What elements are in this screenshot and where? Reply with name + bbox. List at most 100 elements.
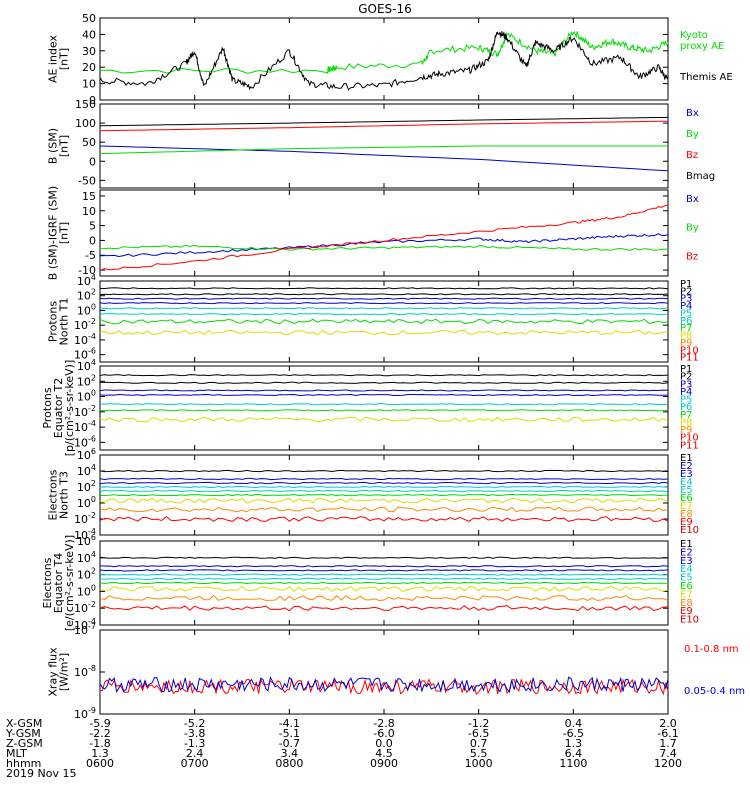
y-tick-label: 10: [82, 205, 96, 218]
x-axis-row-value: -4.1: [279, 717, 300, 730]
series-line-by: [99, 145, 668, 155]
x-axis-row-value: 6.4: [565, 747, 583, 760]
y-tick-label: 10-2: [74, 404, 96, 419]
y-tick-label: 102: [77, 288, 96, 303]
series-line-e5: [99, 577, 669, 580]
series-line-e7: [99, 497, 669, 504]
legend-kyoto-proxy-ae: Kyoto: [680, 30, 708, 41]
x-axis-row-value: 3.4: [281, 747, 299, 760]
series-line-e7: [99, 585, 669, 592]
series-line-p7: [99, 416, 669, 423]
x-axis-row-value: 0.7: [470, 737, 488, 750]
y-axis-label: North T1: [58, 298, 71, 346]
y-tick-label: 10-2: [74, 511, 96, 526]
legend-xray-0: 0.1-0.8 nm: [684, 644, 739, 655]
y-tick-label: 104: [77, 463, 96, 478]
legend-p1: P1: [680, 279, 692, 290]
series-line-p8: [99, 329, 669, 336]
legend-p11: P11: [680, 353, 699, 364]
series-line-bx: [99, 233, 669, 258]
y-tick-label: 50: [82, 136, 96, 149]
x-axis-row-value: -2.2: [89, 727, 110, 740]
y-axis-label: North T3: [58, 471, 71, 519]
y-axis-label: Equator T4: [52, 553, 65, 613]
y-tick-label: 0: [89, 155, 96, 168]
y-tick-label: 15: [82, 190, 96, 203]
legend-e5: E5: [680, 573, 693, 584]
series-line-e4: [99, 573, 669, 576]
series-line-e9: [99, 515, 669, 522]
legend-p8: P8: [680, 417, 692, 428]
x-axis-row-value: 7.4: [659, 747, 677, 760]
series-line-bz: [99, 204, 669, 271]
y-tick-label: 102: [77, 567, 96, 582]
series-line-p1: [99, 287, 669, 290]
x-axis-row-label: Y-GSM: [5, 727, 41, 740]
legend-e4: E4: [680, 564, 693, 575]
legend-bx: Bx: [686, 194, 699, 205]
series-line-e1: [99, 556, 669, 559]
y-tick-label: -5: [85, 249, 96, 262]
x-axis-row-value: -6.0: [373, 727, 394, 740]
y-tick-label: 50: [82, 12, 96, 25]
series-line-p2: [100, 381, 669, 384]
x-axis-row-value: -1.2: [468, 717, 489, 730]
panel-frame: [99, 629, 669, 715]
y-axis-label: Equator T2: [52, 378, 65, 438]
legend-p6: P6: [680, 316, 692, 327]
legend-e4: E4: [680, 477, 693, 488]
x-axis-row-value: -6.1: [657, 727, 678, 740]
legend-p3: P3: [680, 294, 692, 305]
series-line-e2: [99, 565, 669, 568]
series-line-0-05-0-4-nm: [99, 676, 669, 694]
legend-p2: P2: [680, 372, 692, 383]
series-line-e8: [99, 594, 669, 602]
series-line-p4: [99, 393, 669, 397]
series-line-themis-ae: [99, 30, 669, 91]
x-axis-row-value: -5.9: [89, 717, 110, 730]
legend-e8: E8: [680, 509, 693, 520]
y-tick-label: 0: [89, 94, 96, 107]
legend-p10: P10: [680, 433, 699, 444]
y-axis-label: [nT]: [58, 222, 71, 244]
series-line-p3: [99, 389, 669, 392]
y-tick-label: 106: [77, 533, 96, 548]
legend-p5: P5: [680, 395, 692, 406]
legend-p4: P4: [680, 301, 692, 312]
legend-p10: P10: [680, 345, 699, 356]
y-tick-label: 40: [82, 28, 96, 41]
y-tick-label: 5: [89, 220, 96, 233]
y-tick-label: 10: [82, 78, 96, 91]
x-axis-row-value: -2.8: [373, 717, 394, 730]
y-tick-label: 20: [82, 61, 96, 74]
x-axis-row-value: -6.5: [563, 727, 584, 740]
x-axis-row-value: -6.5: [468, 727, 489, 740]
y-axis-label: [p/(cm²-s-sr-keV)]: [63, 360, 76, 457]
legend-bmag: Bmag: [686, 171, 715, 182]
y-axis-label: Protons: [41, 387, 54, 428]
series-line-bx: [99, 145, 669, 172]
y-tick-label: 102: [77, 373, 96, 388]
x-axis-row-value: 1.3: [91, 747, 109, 760]
legend-bz: Bz: [686, 251, 698, 262]
legend-e6: E6: [680, 581, 693, 592]
y-axis-label: [W/m²]: [58, 653, 71, 691]
y-tick-label: 104: [77, 358, 96, 373]
x-axis-row-value: 1.3: [565, 737, 583, 750]
y-tick-label: 150: [75, 98, 96, 111]
legend-bz: Bz: [686, 150, 698, 161]
x-axis-row-label: hhmm: [6, 757, 41, 770]
legend-p7: P7: [680, 410, 692, 421]
legend-e10: E10: [680, 615, 699, 626]
series-line-kyoto-proxy-ae: [99, 30, 669, 75]
series-line-p5: [99, 307, 669, 310]
y-tick-label: 100: [77, 389, 96, 404]
series-line-p7: [99, 318, 669, 325]
legend-e2: E2: [680, 461, 693, 472]
y-axis-label: [e/(cm²-s-sr-keV)]: [63, 535, 76, 631]
x-axis-row-value: 2.4: [186, 747, 204, 760]
legend-by: By: [686, 223, 699, 234]
x-axis-row-value: 4.5: [375, 747, 393, 760]
